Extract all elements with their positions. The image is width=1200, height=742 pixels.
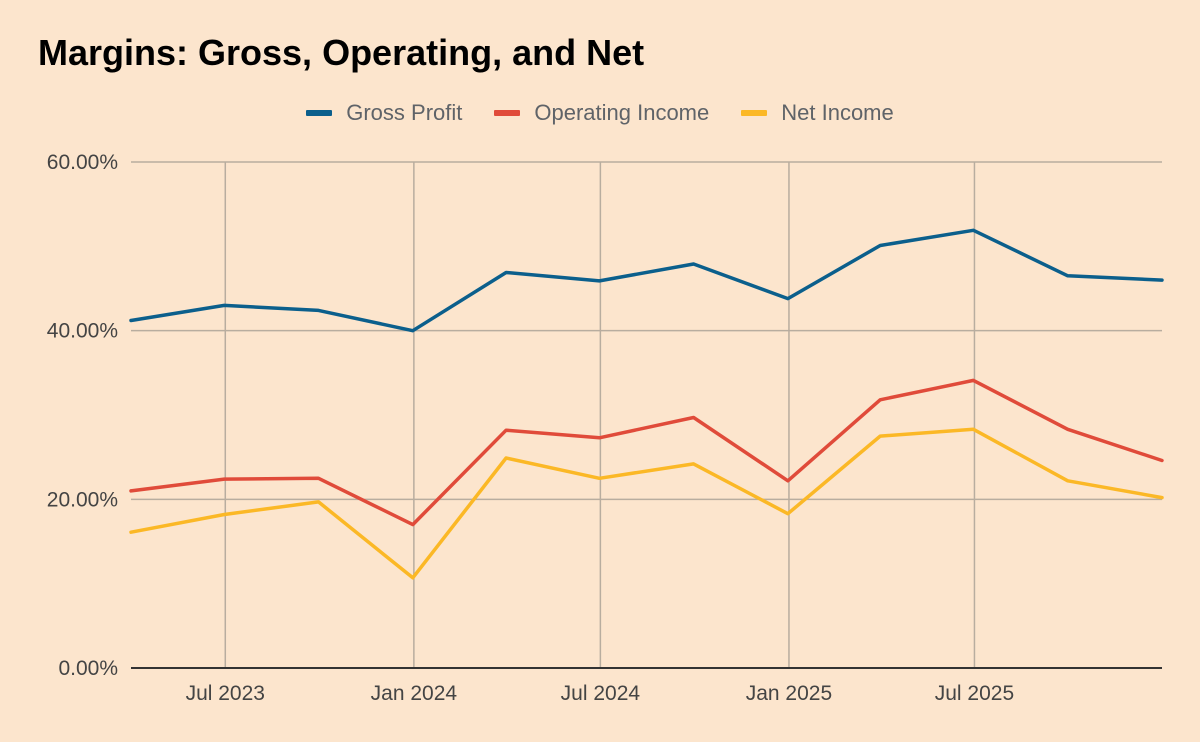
series-line-gross-profit[interactable]	[129, 228, 1164, 333]
legend-label-gross-profit: Gross Profit	[346, 100, 463, 125]
legend-item-net-income[interactable]: Net Income	[741, 100, 894, 126]
series-line-net-income[interactable]	[129, 427, 1164, 580]
y-tick-label: 20.00%	[47, 488, 118, 511]
chart-title: Margins: Gross, Operating, and Net	[38, 32, 645, 73]
x-tick-label: Jul 2025	[935, 682, 1014, 705]
y-tick-label: 40.00%	[47, 320, 118, 343]
legend: Gross Profit Operating Income Net Income	[0, 99, 1200, 127]
tick-labels: 0.00% 20.00% 40.00% 60.00% Jul 2023 Jan 2024 J…	[47, 151, 1014, 705]
gridlines	[131, 161, 1162, 668]
x-tick-label: Jan 2024	[371, 682, 458, 705]
x-tick-label: Jul 2023	[186, 682, 265, 705]
legend-swatch-operating-income	[494, 110, 521, 116]
legend-item-gross-profit[interactable]: Gross Profit	[306, 100, 462, 126]
legend-label-net-income: Net Income	[781, 100, 894, 125]
legend-label-operating-income: Operating Income	[534, 100, 710, 125]
series-line-operating-income[interactable]	[129, 378, 1164, 527]
y-tick-label: 0.00%	[58, 657, 118, 680]
legend-item-operating-income[interactable]: Operating Income	[494, 100, 709, 126]
x-tick-label: Jan 2025	[746, 682, 832, 705]
legend-swatch-net-income	[741, 110, 768, 116]
series-lines	[129, 228, 1164, 580]
legend-swatch-gross-profit	[306, 110, 333, 116]
x-tick-label: Jul 2024	[561, 682, 641, 705]
y-tick-label: 60.00%	[47, 151, 118, 174]
